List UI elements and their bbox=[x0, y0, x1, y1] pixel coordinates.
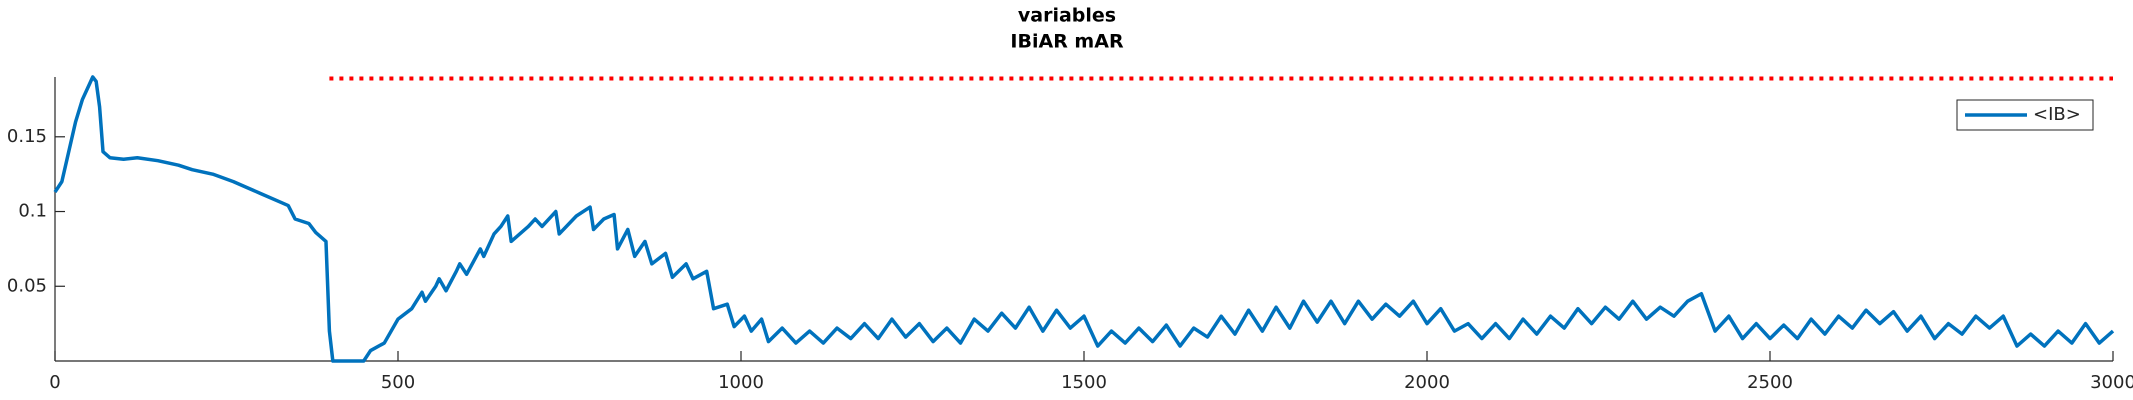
x-tick-label: 2500 bbox=[1747, 372, 1793, 393]
x-tick-label: 0 bbox=[49, 372, 60, 393]
data-line bbox=[53, 75, 2115, 363]
x-tick-label: 1000 bbox=[718, 372, 764, 393]
chart-title: variables bbox=[1018, 5, 1116, 27]
y-tick-label: 0.05 bbox=[7, 275, 47, 296]
x-tick-label: 500 bbox=[381, 372, 415, 393]
legend-label: <IB> bbox=[2033, 104, 2081, 125]
y-tick-label: 0.1 bbox=[18, 201, 47, 222]
x-tick-label: 1500 bbox=[1061, 372, 1107, 393]
x-tick-label: 3000 bbox=[2090, 372, 2133, 393]
chart-subtitle: IBiAR mAR bbox=[1010, 31, 1124, 53]
x-tick-label: 2000 bbox=[1404, 372, 1450, 393]
y-tick-label: 0.15 bbox=[7, 126, 47, 147]
